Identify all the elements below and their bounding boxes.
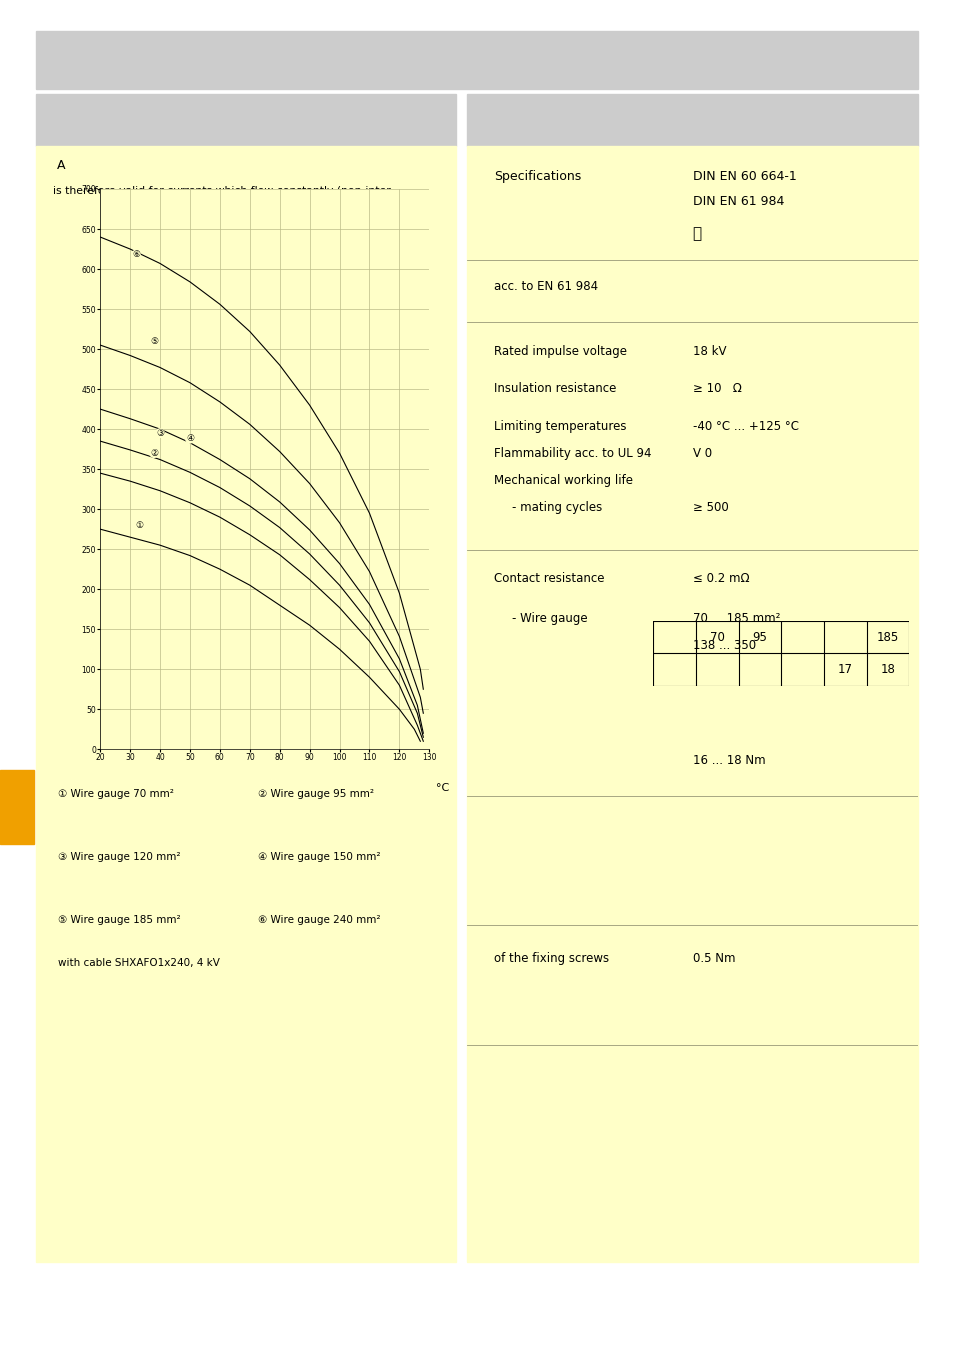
- Text: 185: 185: [876, 630, 898, 644]
- Text: ①: ①: [135, 521, 143, 529]
- Text: 70: 70: [709, 630, 724, 644]
- Text: ③ Wire gauge 120 mm²: ③ Wire gauge 120 mm²: [57, 852, 180, 861]
- Text: ②: ②: [150, 448, 158, 458]
- Text: Insulation resistance: Insulation resistance: [494, 382, 617, 396]
- Text: ① Wire gauge 70 mm²: ① Wire gauge 70 mm²: [57, 790, 173, 799]
- Text: 95: 95: [752, 630, 766, 644]
- Text: Limiting temperatures: Limiting temperatures: [494, 420, 626, 433]
- Text: 0.5 Nm: 0.5 Nm: [692, 952, 735, 965]
- Text: ④: ④: [186, 435, 193, 443]
- Text: DIN EN 60 664-1: DIN EN 60 664-1: [692, 170, 796, 184]
- Text: ≥ 500: ≥ 500: [692, 501, 727, 514]
- Text: acc. to EN 61 984: acc. to EN 61 984: [494, 279, 598, 293]
- Text: 138 ... 350: 138 ... 350: [692, 640, 755, 652]
- Text: 70 ... 185 mm²: 70 ... 185 mm²: [692, 613, 780, 625]
- Text: ② Wire gauge 95 mm²: ② Wire gauge 95 mm²: [257, 790, 374, 799]
- Text: ≤ 0.2 mΩ: ≤ 0.2 mΩ: [692, 572, 748, 586]
- Text: V 0: V 0: [692, 447, 711, 460]
- Text: -40 °C ... +125 °C: -40 °C ... +125 °C: [692, 420, 798, 433]
- Text: Rated impulse voltage: Rated impulse voltage: [494, 344, 627, 358]
- Text: 18: 18: [880, 663, 894, 676]
- Text: Contact resistance: Contact resistance: [494, 572, 604, 586]
- X-axis label: °C: °C: [436, 783, 449, 792]
- Text: with cable SHXAFO1x240, 4 kV: with cable SHXAFO1x240, 4 kV: [57, 957, 219, 968]
- Text: ⑤ Wire gauge 185 mm²: ⑤ Wire gauge 185 mm²: [57, 915, 180, 925]
- Text: of the fixing screws: of the fixing screws: [494, 952, 609, 965]
- Text: 16 ... 18 Nm: 16 ... 18 Nm: [692, 755, 764, 767]
- Text: 18 kV: 18 kV: [692, 344, 725, 358]
- Text: ④ Wire gauge 150 mm²: ④ Wire gauge 150 mm²: [257, 852, 380, 861]
- Text: Ⓡ: Ⓡ: [692, 227, 701, 242]
- Text: ⑤: ⑤: [150, 336, 158, 346]
- Text: ⑥: ⑥: [132, 250, 140, 259]
- Text: Specifications: Specifications: [494, 170, 581, 184]
- Text: 17: 17: [837, 663, 852, 676]
- Text: ⑥ Wire gauge 240 mm²: ⑥ Wire gauge 240 mm²: [257, 915, 380, 925]
- Text: DIN EN 61 984: DIN EN 61 984: [692, 194, 783, 208]
- Text: - Wire gauge: - Wire gauge: [512, 613, 587, 625]
- Text: - mating cycles: - mating cycles: [512, 501, 602, 514]
- Text: Mechanical working life: Mechanical working life: [494, 474, 633, 487]
- Text: is therefore valid for currents which flow constantly (non-inter: is therefore valid for currents which fl…: [53, 186, 391, 196]
- Text: ③: ③: [155, 428, 164, 437]
- Y-axis label: A: A: [56, 159, 65, 173]
- Text: HARTING: HARTING: [853, 47, 891, 55]
- Text: Flammability acc. to UL 94: Flammability acc. to UL 94: [494, 447, 651, 460]
- Text: ≥ 10   Ω: ≥ 10 Ω: [692, 382, 740, 396]
